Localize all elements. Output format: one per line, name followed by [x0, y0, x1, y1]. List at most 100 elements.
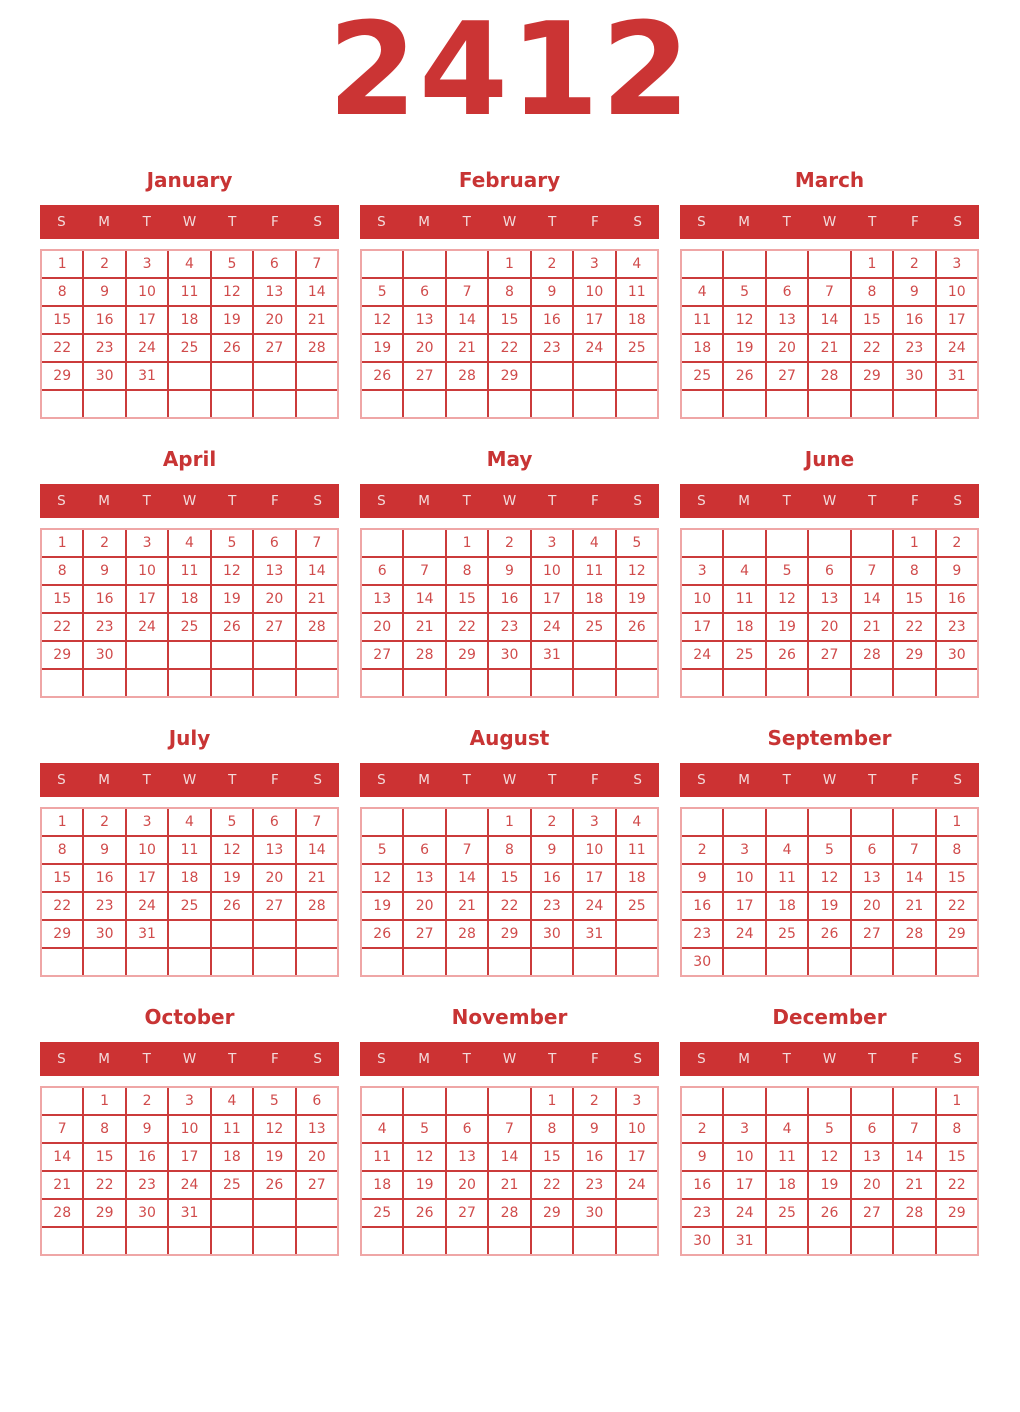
empty-cell	[574, 363, 615, 389]
date-cell: 29	[84, 1200, 125, 1226]
date-cell: 24	[682, 642, 723, 668]
date-cell: 16	[894, 307, 935, 333]
date-cell: 14	[42, 1144, 83, 1170]
empty-cell	[211, 642, 253, 668]
date-cell: 18	[169, 865, 210, 891]
date-cell: 21	[446, 335, 488, 361]
empty-cell	[296, 1200, 337, 1226]
empty-cell	[404, 391, 445, 417]
date-cell: 15	[894, 586, 935, 612]
date-cell: 13	[766, 307, 808, 333]
empty-cell	[126, 1228, 168, 1254]
date-cell: 27	[254, 335, 295, 361]
empty-cell	[169, 642, 210, 668]
weekday-label: T	[142, 772, 151, 788]
date-grid: 1 2 3 4 5 6 7 8 9 10 11 12 13 14 15 16 17 18 19 20 21 22 23 24 2…	[360, 528, 659, 698]
date-cell: 19	[362, 335, 403, 361]
date-cell: 14	[446, 307, 488, 333]
date-cell: 29	[446, 642, 488, 668]
empty-cell	[766, 1228, 808, 1254]
date-cell: 19	[211, 307, 253, 333]
date-cell: 17	[936, 307, 977, 333]
date-cell: 5	[766, 558, 808, 584]
date-grid: 1 2 3 4 5 6 7 8 9 10 11 12 13 14 15 16 17 18 19 20 21 22 23 24 2…	[360, 249, 659, 419]
date-cell: 9	[936, 558, 977, 584]
date-cell: 6	[362, 558, 403, 584]
date-cell: 2	[682, 837, 723, 863]
empty-cell	[169, 391, 210, 417]
date-cell: 20	[362, 614, 403, 640]
date-cell: 11	[169, 558, 210, 584]
empty-cell	[254, 363, 295, 389]
date-cell: 11	[362, 1144, 403, 1170]
date-cell: 13	[809, 586, 850, 612]
date-cell: 6	[446, 1116, 488, 1142]
weekday-label: T	[868, 1051, 877, 1067]
empty-cell	[936, 949, 977, 975]
date-cell: 21	[489, 1172, 530, 1198]
date-cell: 2	[531, 251, 573, 277]
date-cell: 21	[296, 865, 337, 891]
month-title: February	[458, 168, 561, 192]
weekday-label: T	[782, 772, 791, 788]
date-cell: 4	[211, 1088, 253, 1114]
weekday-label: S	[697, 493, 706, 509]
weekday-label: T	[228, 772, 237, 788]
date-cell: 20	[446, 1172, 488, 1198]
empty-cell	[404, 1088, 445, 1114]
date-cell: 18	[169, 586, 210, 612]
date-cell: 8	[936, 837, 977, 863]
date-cell: 16	[682, 893, 723, 919]
weekday-label: F	[591, 493, 599, 509]
date-cell: 16	[84, 307, 125, 333]
date-cell: 12	[766, 586, 808, 612]
date-cell: 17	[169, 1144, 210, 1170]
date-cell: 25	[724, 642, 765, 668]
date-cell: 1	[489, 809, 530, 835]
date-cell: 9	[531, 279, 573, 305]
weekday-label: M	[418, 772, 430, 788]
empty-cell	[766, 809, 808, 835]
date-cell: 5	[211, 809, 253, 835]
date-cell: 20	[766, 335, 808, 361]
empty-cell	[936, 670, 977, 696]
date-cell: 17	[531, 586, 573, 612]
weekday-label: W	[502, 772, 517, 788]
month-title: March	[794, 168, 865, 192]
empty-cell	[211, 670, 253, 696]
empty-cell	[84, 1228, 125, 1254]
date-cell: 12	[724, 307, 765, 333]
date-cell: 6	[254, 251, 295, 277]
date-cell: 24	[724, 1200, 765, 1226]
empty-cell	[84, 391, 125, 417]
empty-cell	[616, 391, 657, 417]
date-cell: 3	[126, 809, 168, 835]
date-cell: 13	[404, 307, 445, 333]
empty-cell	[809, 251, 850, 277]
empty-cell	[404, 670, 445, 696]
date-cell: 13	[254, 558, 295, 584]
date-cell: 31	[126, 921, 168, 947]
empty-cell	[404, 809, 445, 835]
weekday-label: M	[98, 214, 110, 230]
empty-cell	[936, 391, 977, 417]
empty-cell	[894, 391, 935, 417]
empty-cell	[169, 921, 210, 947]
date-cell: 20	[404, 893, 445, 919]
weekday-label: T	[868, 493, 877, 509]
date-cell: 15	[531, 1144, 573, 1170]
date-cell: 10	[574, 837, 615, 863]
date-cell: 6	[404, 279, 445, 305]
date-grid: 1 2 3 4 5 6 7 8 9 10 11 12 13 14 15 16 17 18 19 20 21 22 23 24 2…	[360, 807, 659, 977]
weekday-label: W	[822, 214, 837, 230]
empty-cell	[616, 363, 657, 389]
empty-cell	[809, 670, 850, 696]
date-cell: 18	[362, 1172, 403, 1198]
empty-cell	[616, 949, 657, 975]
date-cell: 5	[724, 279, 765, 305]
date-cell: 30	[84, 642, 125, 668]
date-cell: 1	[42, 809, 83, 835]
